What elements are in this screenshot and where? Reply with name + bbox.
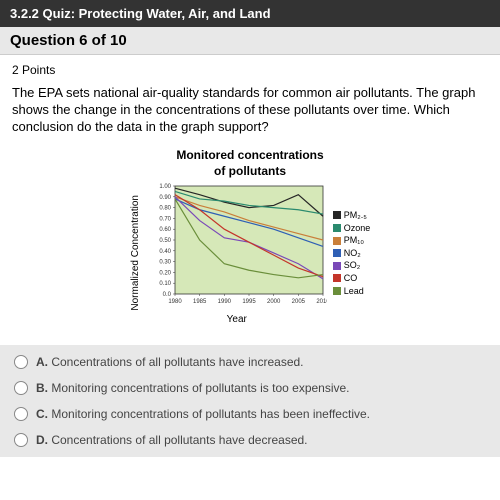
question-content: 2 Points The EPA sets national air-quali… <box>0 55 500 345</box>
legend-item: SO₂ <box>333 259 371 272</box>
radio-icon <box>14 407 28 421</box>
option-d-text: Concentrations of all pollutants have de… <box>51 433 307 447</box>
legend-item: PM₁₀ <box>333 234 371 247</box>
svg-text:2000: 2000 <box>267 299 281 305</box>
svg-text:0.20: 0.20 <box>159 270 171 276</box>
option-label: D. Concentrations of all pollutants have… <box>36 433 308 447</box>
svg-text:0.90: 0.90 <box>159 194 171 200</box>
option-a[interactable]: A. Concentrations of all pollutants have… <box>0 349 500 375</box>
option-b[interactable]: B. Monitoring concentrations of pollutan… <box>0 375 500 401</box>
svg-text:0.50: 0.50 <box>159 238 171 244</box>
option-label: A. Concentrations of all pollutants have… <box>36 355 304 369</box>
legend-swatch <box>333 211 341 219</box>
option-label: C. Monitoring concentrations of pollutan… <box>36 407 370 421</box>
question-text: The EPA sets national air-quality standa… <box>12 85 488 136</box>
svg-text:1990: 1990 <box>217 299 231 305</box>
option-label: B. Monitoring concentrations of pollutan… <box>36 381 350 395</box>
legend-swatch <box>333 287 341 295</box>
chart-area: Monitored concentrations of pollutants N… <box>12 148 488 325</box>
legend-item: CO <box>333 272 371 285</box>
legend-label: Ozone <box>344 222 371 235</box>
quiz-title: 3.2.2 Quiz: Protecting Water, Air, and L… <box>10 6 271 21</box>
option-c[interactable]: C. Monitoring concentrations of pollutan… <box>0 401 500 427</box>
legend-label: CO <box>344 272 358 285</box>
legend-label: PM₁₀ <box>344 234 364 247</box>
legend-label: PM₂.₅ <box>344 209 367 222</box>
svg-text:1980: 1980 <box>168 299 182 305</box>
question-number: Question 6 of 10 <box>10 32 127 49</box>
radio-icon <box>14 433 28 447</box>
chart-subtitle: of pollutants <box>12 164 488 178</box>
legend-swatch <box>333 224 341 232</box>
legend-swatch <box>333 274 341 282</box>
radio-icon <box>14 381 28 395</box>
svg-text:1985: 1985 <box>193 299 207 305</box>
svg-text:1995: 1995 <box>242 299 256 305</box>
option-d[interactable]: D. Concentrations of all pollutants have… <box>0 427 500 453</box>
legend-swatch <box>333 237 341 245</box>
option-a-text: Concentrations of all pollutants have in… <box>51 355 303 369</box>
svg-text:0.40: 0.40 <box>159 248 171 254</box>
svg-text:0.10: 0.10 <box>159 281 171 287</box>
legend-label: SO₂ <box>344 259 361 272</box>
svg-text:2005: 2005 <box>291 299 305 305</box>
radio-icon <box>14 355 28 369</box>
svg-text:0.70: 0.70 <box>159 216 171 222</box>
quiz-container: 3.2.2 Quiz: Protecting Water, Air, and L… <box>0 0 500 500</box>
quiz-title-bar: 3.2.2 Quiz: Protecting Water, Air, and L… <box>0 0 500 27</box>
option-b-text: Monitoring concentrations of pollutants … <box>51 381 349 395</box>
chart-ylabel: Normalized Concentration <box>130 195 141 311</box>
chart-title: Monitored concentrations <box>12 148 488 162</box>
legend-swatch <box>333 262 341 270</box>
svg-text:0.60: 0.60 <box>159 227 171 233</box>
points-label: 2 Points <box>12 63 488 77</box>
svg-text:0.30: 0.30 <box>159 259 171 265</box>
legend-item: Ozone <box>333 222 371 235</box>
legend-label: Lead <box>344 285 364 298</box>
question-header: Question 6 of 10 <box>0 27 500 55</box>
legend-item: Lead <box>333 285 371 298</box>
svg-text:0.0: 0.0 <box>162 292 171 298</box>
legend-item: NO₂ <box>333 247 371 260</box>
legend-label: NO₂ <box>344 247 361 260</box>
svg-text:2010: 2010 <box>316 299 327 305</box>
legend-item: PM₂.₅ <box>333 209 371 222</box>
chart-plot: 0.0 0.10 0.20 0.30 0.40 0.50 0.60 0.70 0.80 0.90 1… <box>147 182 327 325</box>
legend-swatch <box>333 249 341 257</box>
chart-xlabel: Year <box>147 314 327 325</box>
option-c-text: Monitoring concentrations of pollutants … <box>51 407 370 421</box>
chart-legend: PM₂.₅OzonePM₁₀NO₂SO₂COLead <box>333 209 371 297</box>
svg-text:1.00: 1.00 <box>159 184 171 190</box>
options-list: A. Concentrations of all pollutants have… <box>0 345 500 457</box>
svg-text:0.80: 0.80 <box>159 205 171 211</box>
